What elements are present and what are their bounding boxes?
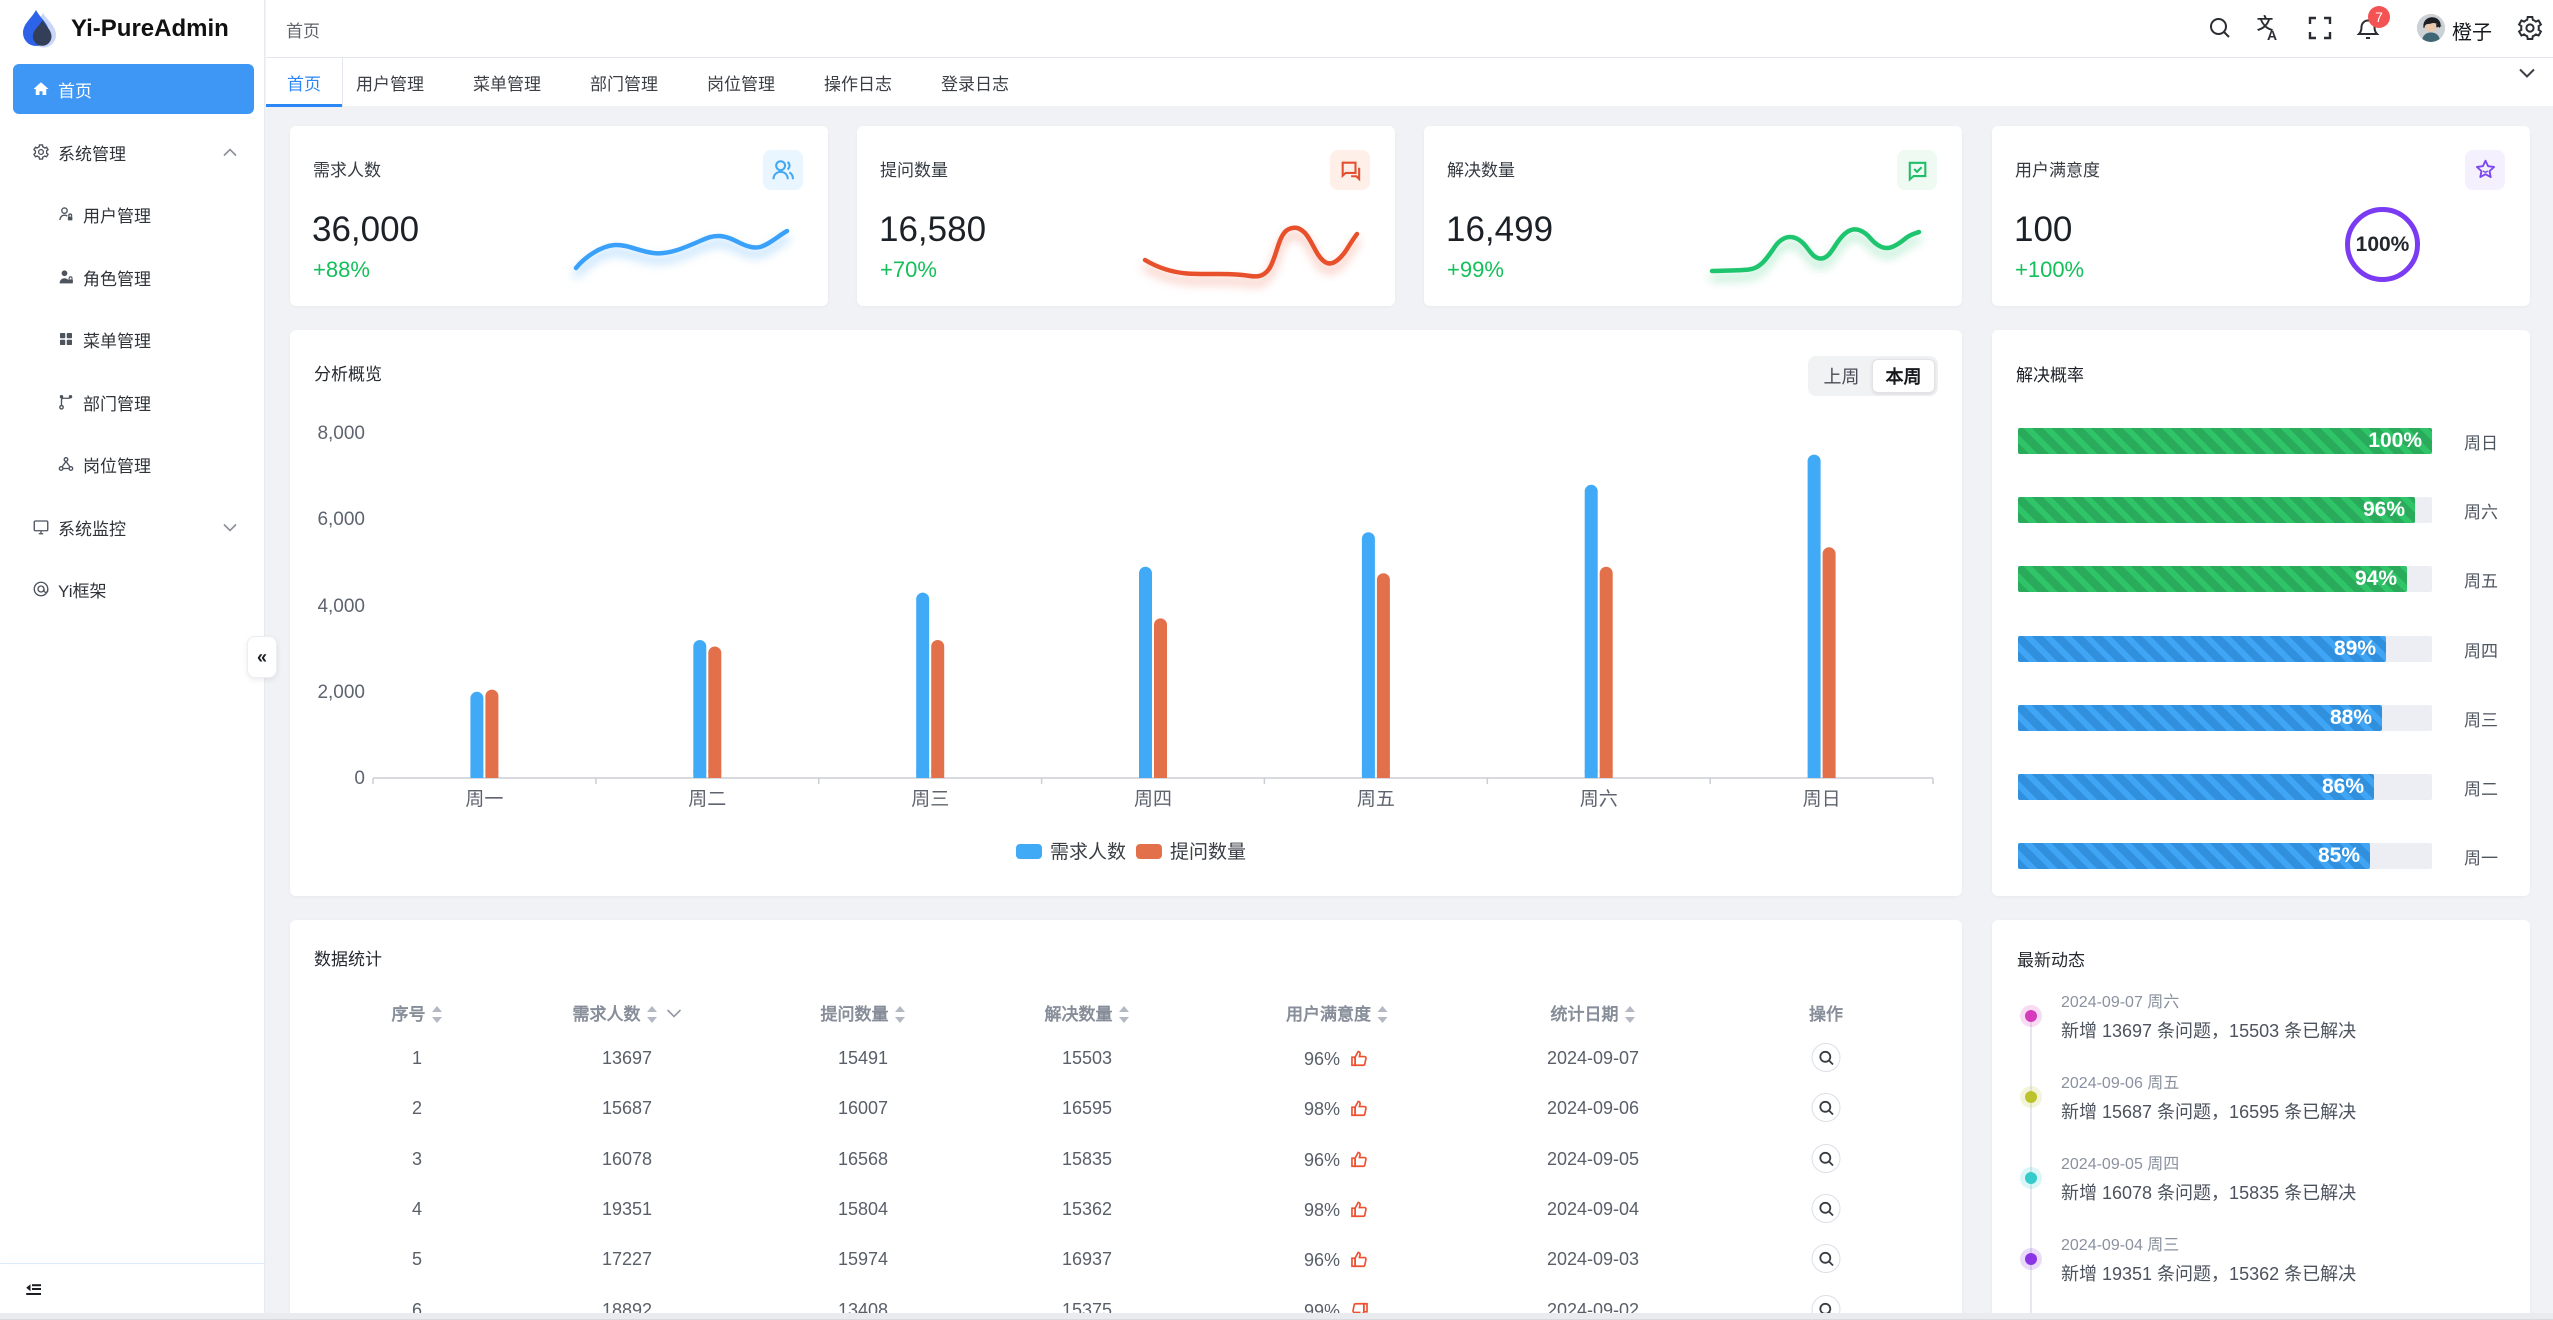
svg-text:周五: 周五 bbox=[1357, 789, 1395, 810]
svg-text:周一: 周一 bbox=[465, 789, 503, 810]
svg-text:周日: 周日 bbox=[1803, 789, 1841, 810]
svg-text:提问数量: 提问数量 bbox=[1170, 841, 1246, 863]
svg-text:周四: 周四 bbox=[1134, 789, 1172, 810]
svg-text:周三: 周三 bbox=[911, 789, 949, 810]
svg-text:2,000: 2,000 bbox=[317, 682, 365, 703]
svg-text:8,000: 8,000 bbox=[317, 423, 365, 444]
svg-text:周二: 周二 bbox=[688, 789, 726, 810]
svg-text:周六: 周六 bbox=[1580, 788, 1618, 810]
svg-text:文: 文 bbox=[2257, 14, 2274, 33]
svg-text:6,000: 6,000 bbox=[317, 509, 365, 530]
svg-text:4,000: 4,000 bbox=[317, 596, 365, 617]
svg-text:需求人数: 需求人数 bbox=[1050, 841, 1126, 863]
svg-text:A: A bbox=[2267, 27, 2277, 42]
svg-text:0: 0 bbox=[354, 768, 365, 789]
